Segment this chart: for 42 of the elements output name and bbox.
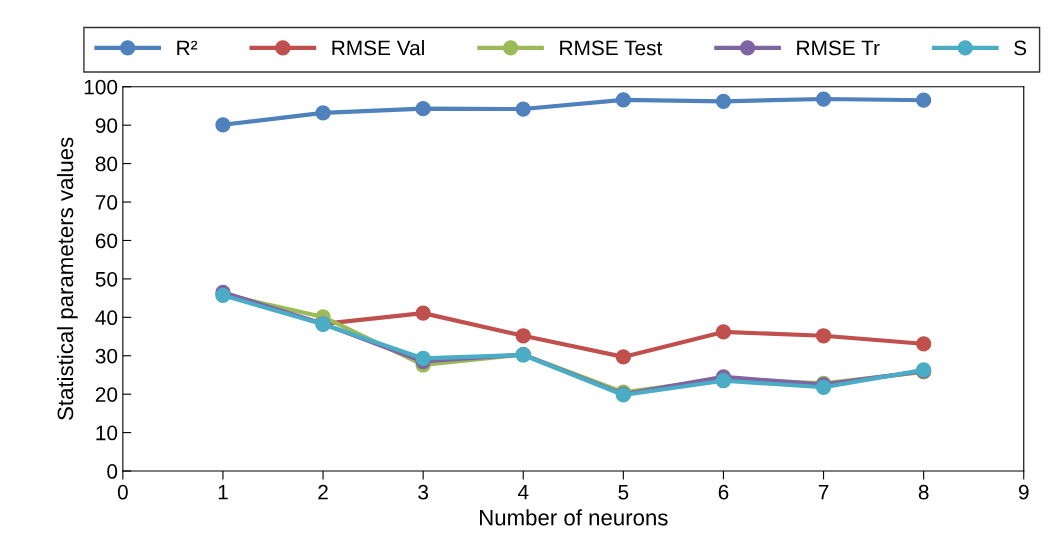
y-tick-label: 70 bbox=[95, 195, 118, 210]
y-tick-label: 0 bbox=[107, 464, 118, 479]
point bbox=[715, 324, 732, 340]
legend-label: RMSE Val bbox=[332, 40, 424, 56]
x-tick-label: 4 bbox=[517, 485, 529, 500]
y-tick-label: 80 bbox=[95, 156, 118, 172]
point bbox=[815, 91, 832, 107]
point bbox=[615, 349, 631, 365]
point bbox=[415, 101, 431, 117]
y-tick-label: 20 bbox=[95, 387, 118, 402]
legend-label: S bbox=[1014, 40, 1027, 56]
x-tick-label: 3 bbox=[418, 484, 429, 500]
y-tick-label: 50 bbox=[95, 271, 118, 287]
y-tick-label: 40 bbox=[95, 310, 118, 326]
x-tick-label: 1 bbox=[218, 485, 228, 500]
y-tick-label: 60 bbox=[95, 233, 118, 249]
x-tick-label: 9 bbox=[1018, 484, 1029, 500]
point bbox=[815, 328, 832, 344]
point bbox=[615, 92, 631, 108]
point bbox=[515, 328, 531, 344]
point bbox=[215, 117, 231, 133]
point bbox=[415, 305, 431, 321]
legend-label: R² bbox=[177, 40, 198, 56]
x-tick-label: 0 bbox=[117, 484, 128, 500]
point bbox=[916, 336, 932, 352]
x-tick-label: 7 bbox=[818, 485, 829, 500]
y-tick-label: 100 bbox=[84, 79, 118, 95]
y-axis-title: Statistical parameters values bbox=[56, 137, 78, 420]
y-tick-label: 30 bbox=[95, 348, 118, 364]
x-tick-label: 2 bbox=[318, 484, 328, 500]
point bbox=[916, 92, 932, 108]
point bbox=[715, 93, 732, 109]
x-tick-label: 8 bbox=[918, 484, 929, 500]
point bbox=[515, 101, 531, 117]
x-tick-label: 6 bbox=[718, 484, 729, 500]
y-tick-label: 10 bbox=[96, 425, 118, 441]
x-axis-title: Number of neurons bbox=[480, 509, 668, 526]
legend-label: RMSE Test bbox=[560, 40, 663, 56]
legend-label: RMSE Tr bbox=[797, 40, 880, 56]
x-tick-label: 5 bbox=[618, 485, 629, 500]
point bbox=[315, 105, 331, 121]
y-tick-label: 90 bbox=[95, 118, 118, 133]
